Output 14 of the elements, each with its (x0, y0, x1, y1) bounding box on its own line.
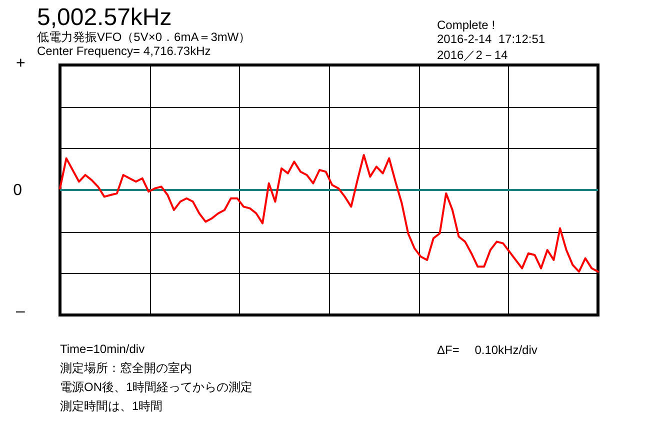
text: 電源ON後、1時間経ってからの測定 (60, 379, 253, 396)
text: – (16, 303, 25, 321)
text: 測定場所：窓全開の室内 (60, 360, 192, 377)
chart-title: 5,002.57kHz (37, 4, 172, 31)
text: ΔF= 0.10kHz/div (437, 342, 538, 359)
text: 低電力発振VFO（5V×0．6mA＝3mW） (37, 30, 251, 44)
text: + (16, 55, 26, 73)
text: 2016／2－14 (437, 47, 508, 64)
text: Complete ! (437, 18, 496, 32)
ref-line-label: 0 (13, 182, 22, 199)
text: 2016-2-14 17:12:51 (437, 32, 546, 46)
text: Time=10min/div (60, 342, 145, 356)
text: Center Frequency= 4,716.73kHz (37, 44, 211, 58)
text: 測定時間は、1時間 (60, 398, 163, 415)
